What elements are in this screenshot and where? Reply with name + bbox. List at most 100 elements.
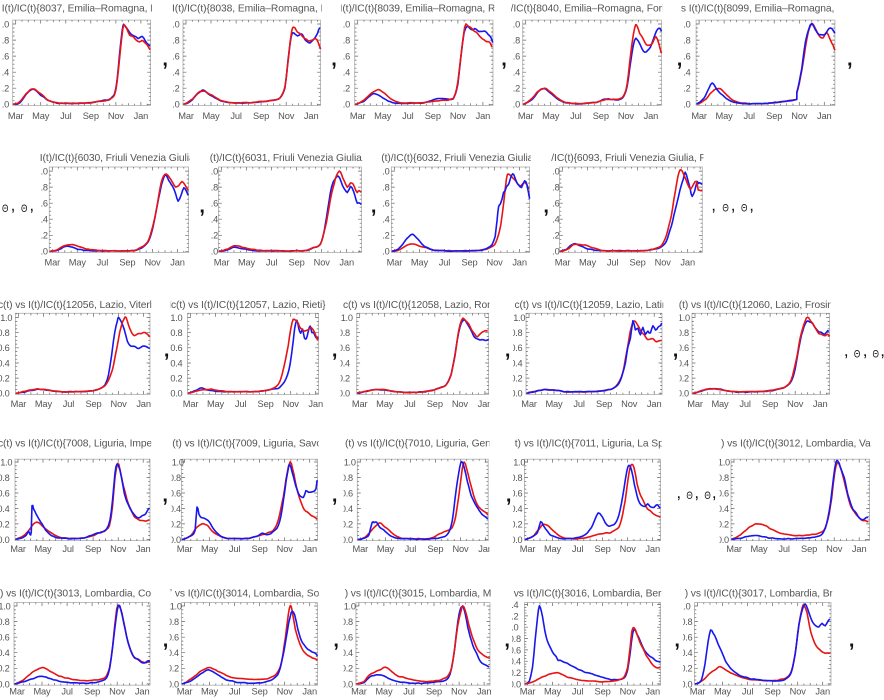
svg-text:0.0: 0.0 <box>680 679 692 689</box>
svg-text:,: , <box>543 195 549 217</box>
svg-text:Jul: Jul <box>404 399 416 409</box>
svg-text:.8: .8 <box>382 183 389 193</box>
svg-text:,: , <box>164 340 170 362</box>
svg-text:0.0: 0.0 <box>169 535 181 545</box>
svg-text:.6: .6 <box>343 52 350 62</box>
svg-text:Jul: Jul <box>439 258 451 268</box>
svg-text:Nov: Nov <box>283 399 300 409</box>
svg-text:Sep: Sep <box>252 544 268 554</box>
svg-text:0.0: 0.0 <box>510 389 522 399</box>
svg-text:vs I(t)/IC(t){3016, Lombardia,: vs I(t)/IC(t){3016, Lombardia, Bergamo} <box>514 589 691 600</box>
svg-text:I(t)/IC(t){8038, Emilia–Romagn: I(t)/IC(t){8038, Emilia–Romagna, Ferrara… <box>172 4 357 15</box>
svg-text:Mar: Mar <box>726 544 742 554</box>
svg-text:1.0: 1.0 <box>0 601 11 611</box>
svg-text:.4: .4 <box>172 68 179 78</box>
svg-text:Nov: Nov <box>452 544 469 554</box>
svg-text:.6: .6 <box>552 199 559 209</box>
svg-text:,: , <box>501 48 507 70</box>
svg-text:Mar: Mar <box>178 111 194 121</box>
svg-text:Mar: Mar <box>520 687 536 697</box>
svg-text:Nov: Nov <box>618 111 635 121</box>
svg-text:Mar: Mar <box>521 399 537 409</box>
svg-text:1.0: 1.0 <box>513 313 525 323</box>
svg-text:.8: .8 <box>41 183 48 193</box>
svg-text:c(t) vs I(t)/IC(t){12058, Lazi: c(t) vs I(t)/IC(t){12058, Lazio, Roma} <box>343 300 505 311</box>
svg-text:Mar: Mar <box>9 687 25 697</box>
svg-text:.0: .0 <box>2 100 9 110</box>
svg-text:0.0: 0.0 <box>338 389 350 399</box>
svg-text:(t)/IC(t){6031, Friuli Venezia: (t)/IC(t){6031, Friuli Venezia Giulia, G… <box>210 153 403 164</box>
svg-text:Sep: Sep <box>593 111 609 121</box>
svg-text:Mar: Mar <box>350 111 366 121</box>
svg-text:0.4: 0.4 <box>169 504 181 514</box>
svg-text:Mar: Mar <box>177 687 193 697</box>
svg-text:1.0: 1.0 <box>679 601 691 611</box>
svg-text:Jan: Jan <box>813 399 828 409</box>
svg-text:0.2: 0.2 <box>717 519 729 529</box>
svg-text:0.8: 0.8 <box>0 328 10 338</box>
svg-text:0.6: 0.6 <box>677 343 689 353</box>
svg-text:0.4: 0.4 <box>677 358 689 368</box>
svg-text:,: , <box>676 483 681 502</box>
svg-text:Sep: Sep <box>596 399 612 409</box>
svg-text:.4: .4 <box>2 68 9 78</box>
svg-text:May: May <box>375 687 393 697</box>
svg-text:Jul: Jul <box>743 111 755 121</box>
svg-text:Sep: Sep <box>425 111 441 121</box>
svg-text:.4: .4 <box>513 68 520 78</box>
svg-text:,: , <box>694 483 699 502</box>
svg-text:0.0: 0.0 <box>677 389 689 399</box>
svg-text:.0: .0 <box>382 247 389 257</box>
svg-text:Θ: Θ <box>873 349 879 361</box>
svg-text:Sep: Sep <box>289 258 305 268</box>
svg-text:,: , <box>29 196 34 215</box>
svg-text:0.8: 0.8 <box>169 473 181 483</box>
svg-text:Sep: Sep <box>83 111 99 121</box>
svg-text:.0: .0 <box>41 167 48 177</box>
svg-text:0.4: 0.4 <box>680 648 692 658</box>
svg-text:Θ: Θ <box>686 490 692 502</box>
svg-text:0.2: 0.2 <box>509 668 521 678</box>
svg-text:Jul: Jul <box>742 687 754 697</box>
svg-text:1.0: 1.0 <box>506 623 518 633</box>
svg-text:.2: .2 <box>172 84 179 94</box>
svg-text:Sep: Sep <box>762 399 778 409</box>
svg-text:0.4: 0.4 <box>0 648 10 658</box>
svg-text:Nov: Nov <box>452 399 469 409</box>
svg-text:I(t)/IC(t){8039, Emilia–Romagn: I(t)/IC(t){8039, Emilia–Romagna, Ravenna… <box>340 4 533 15</box>
svg-text:May: May <box>545 399 563 409</box>
svg-text:,: , <box>844 341 849 360</box>
svg-text:.8: .8 <box>513 36 520 46</box>
svg-text:Nov: Nov <box>110 544 127 554</box>
svg-text:May: May <box>32 111 50 121</box>
svg-text:.8: .8 <box>211 183 218 193</box>
svg-text:,: , <box>11 196 16 215</box>
svg-text:Nov: Nov <box>278 111 295 121</box>
svg-text:.4: .4 <box>343 68 350 78</box>
svg-text:Nov: Nov <box>791 111 808 121</box>
svg-text:Jan: Jan <box>815 687 830 697</box>
svg-text:0.6: 0.6 <box>167 633 179 643</box>
svg-text:0.6: 0.6 <box>0 488 10 498</box>
svg-text:Jul: Jul <box>97 258 109 268</box>
svg-text:1.0: 1.0 <box>513 457 525 467</box>
svg-text:Nov: Nov <box>655 258 672 268</box>
svg-text:1.0: 1.0 <box>678 313 690 323</box>
svg-text:Θ: Θ <box>722 203 728 215</box>
svg-text:) vs I(t)/IC(t){3017, Lombardi: ) vs I(t)/IC(t){3017, Lombardia, Brescia… <box>685 589 861 600</box>
svg-text:.0: .0 <box>211 167 218 177</box>
svg-text:Sep: Sep <box>119 258 135 268</box>
svg-text:c(t) vs I(t)/IC(t){12059, Lazi: c(t) vs I(t)/IC(t){12059, Lazio, Latina} <box>515 300 678 311</box>
svg-text:,: , <box>162 48 168 70</box>
svg-text:Sep: Sep <box>765 687 781 697</box>
svg-text:Sep: Sep <box>461 258 477 268</box>
svg-text:Jan: Jan <box>308 399 323 409</box>
svg-text:,: , <box>712 483 717 502</box>
svg-text:,: , <box>880 341 884 360</box>
svg-text:May: May <box>374 111 392 121</box>
svg-text:0.8: 0.8 <box>0 617 10 627</box>
svg-text:Nov: Nov <box>450 111 467 121</box>
svg-text:Mar: Mar <box>8 111 24 121</box>
svg-text:Jan: Jan <box>339 258 354 268</box>
svg-text:Jan: Jan <box>302 687 317 697</box>
